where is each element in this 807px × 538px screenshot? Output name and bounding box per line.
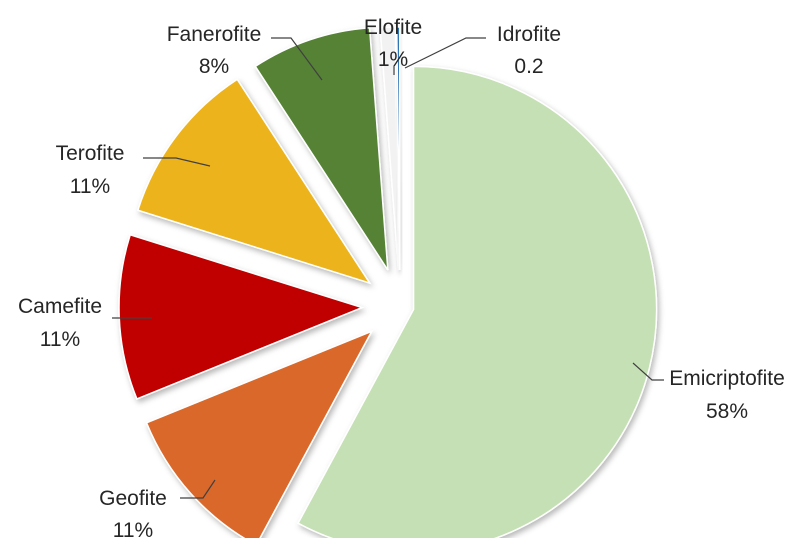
- data-label-name-terofite: Terofite: [56, 142, 125, 165]
- leader-line-emicriptofite: [632, 362, 664, 381]
- leader-line-idrofite: [404, 37, 486, 69]
- data-label-name-idrofite: Idrofite: [497, 23, 561, 46]
- pie-slice-elofite: [379, 26, 400, 271]
- pie-slice-idrofite: [395, 26, 401, 271]
- data-label-value-geofite: 11%: [113, 519, 153, 538]
- pie-slice-emicriptofite: [297, 65, 658, 538]
- data-label-value-idrofite: 0.2: [514, 55, 543, 78]
- data-label-value-fanerofite: 8%: [199, 55, 229, 78]
- data-label-name-geofite: Geofite: [99, 487, 167, 510]
- data-label-name-camefite: Camefite: [18, 295, 102, 318]
- data-label-value-elofite: 1%: [378, 48, 408, 71]
- data-label-value-terofite: 11%: [70, 175, 110, 198]
- data-label-name-emicriptofite: Emicriptofite: [669, 367, 785, 390]
- leader-line-geofite: [180, 479, 216, 499]
- pie-slice-geofite: [145, 329, 374, 538]
- data-label-value-emicriptofite: 58%: [706, 400, 748, 423]
- data-label-name-elofite: Elofite: [364, 16, 422, 39]
- pie-slice-fanerofite: [254, 26, 389, 271]
- leader-line-fanerofite: [271, 37, 323, 81]
- data-label-value-camefite: 11%: [40, 328, 80, 351]
- leader-line-terofite: [143, 157, 211, 167]
- pie-slice-terofite: [136, 78, 372, 285]
- data-label-name-fanerofite: Fanerofite: [167, 23, 262, 46]
